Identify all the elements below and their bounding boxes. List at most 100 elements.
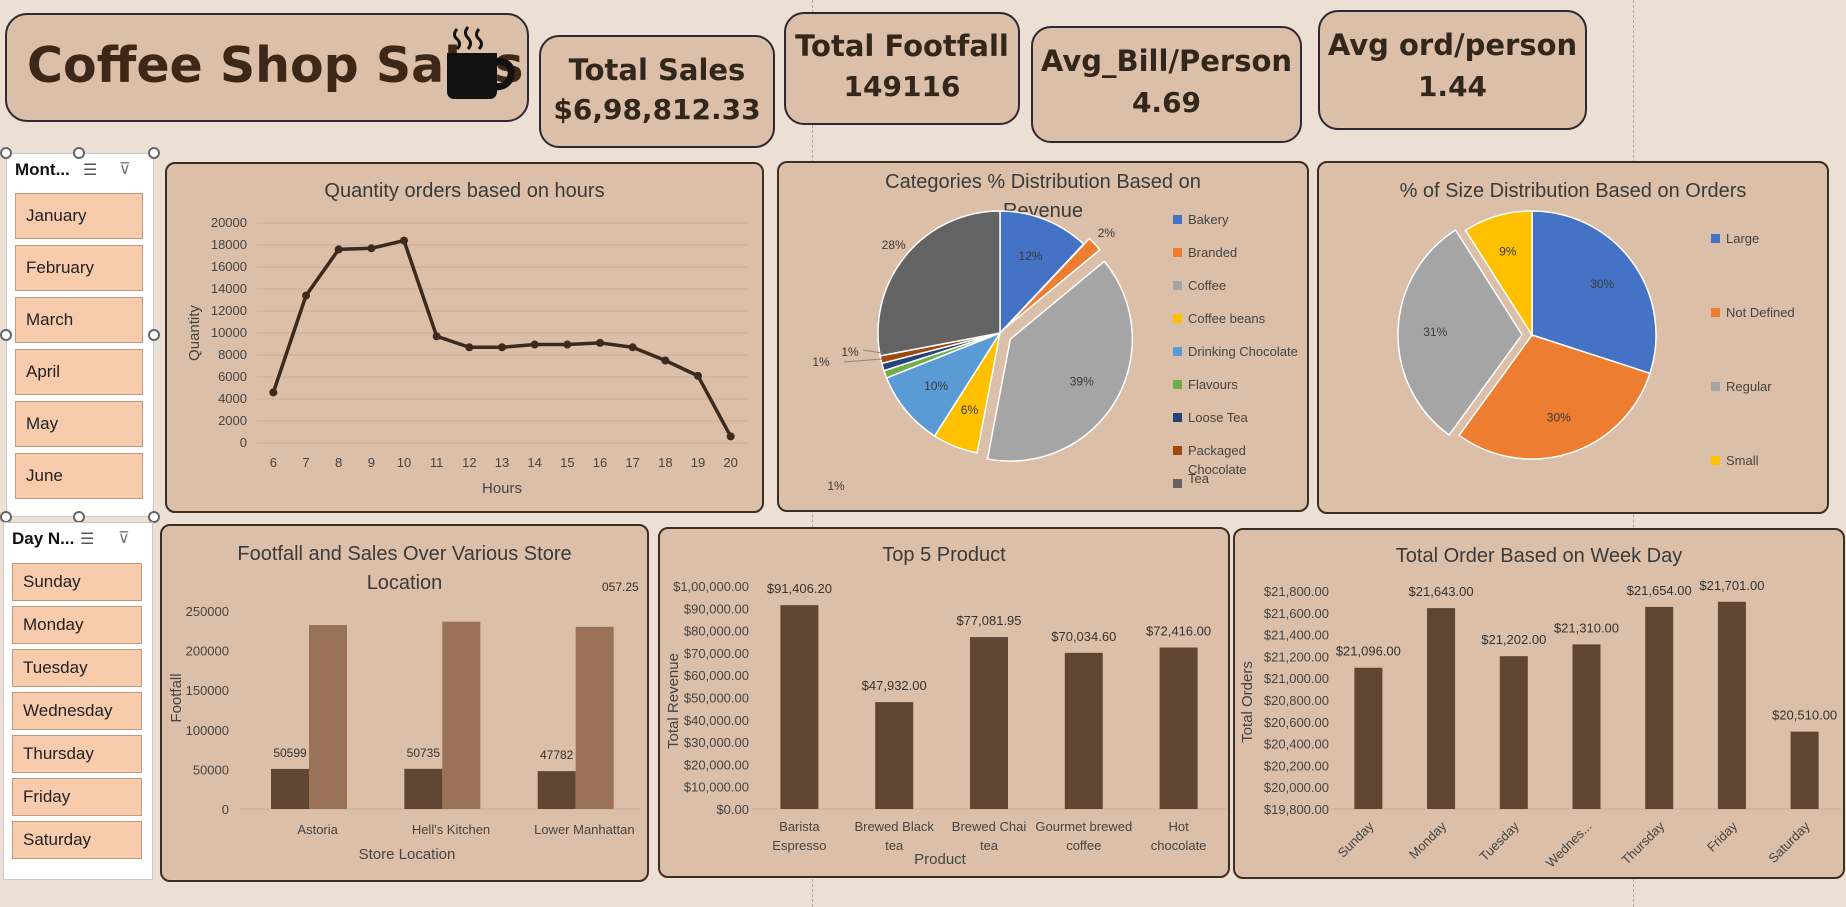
pie-slice — [885, 331, 1002, 438]
series-line — [271, 238, 733, 438]
bar — [875, 702, 914, 809]
data-point — [563, 340, 572, 349]
slicer-item-may[interactable]: May — [15, 401, 143, 447]
slicer-item-march[interactable]: March — [15, 297, 143, 343]
chart-title: % of Size Distribution Based on Orders — [1399, 180, 1747, 202]
header-card: Coffee Shop Sales — [5, 13, 529, 122]
pie-slice — [1005, 237, 1101, 329]
legend-label: Flavours — [1188, 377, 1238, 392]
coffee-cup-icon — [447, 26, 515, 99]
y-tick-label: 12000 — [211, 303, 247, 318]
day-slicer[interactable]: Day N... ☰ ⊽ Sunday Monday Tuesday Wednesda… — [3, 522, 153, 880]
resize-handle[interactable] — [148, 511, 160, 523]
multi-select-icon[interactable]: ☰ — [80, 531, 95, 548]
resize-handle[interactable] — [148, 147, 160, 159]
legend-swatch — [1173, 347, 1182, 356]
y-tick-label: $20,000.00 — [684, 757, 749, 772]
slice-label: 9% — [1499, 245, 1517, 259]
legend-swatch — [1173, 380, 1182, 389]
y-tick-label: $20,200.00 — [1264, 758, 1329, 773]
x-tick-label: 14 — [527, 455, 541, 470]
legend-swatch — [1173, 446, 1182, 455]
kpi-value: 149116 — [843, 70, 961, 103]
slicer-item-tuesday[interactable]: Tuesday — [12, 649, 142, 687]
page-title: Coffee Shop Sales — [27, 37, 524, 94]
x-tick-label: tea — [980, 838, 999, 853]
bar — [442, 621, 481, 809]
legend-label: Regular — [1726, 379, 1772, 394]
slicer-item-sunday[interactable]: Sunday — [12, 563, 142, 601]
slicer-item-april[interactable]: April — [15, 349, 143, 395]
y-tick-label: $21,400.00 — [1264, 628, 1329, 643]
bar — [780, 605, 819, 809]
bar-label: 47782 — [540, 748, 574, 762]
data-point — [596, 338, 604, 347]
kpi-value: 1.44 — [1417, 70, 1488, 103]
slice-label: 28% — [882, 238, 906, 252]
clear-filter-icon[interactable]: ⊽ — [118, 530, 130, 547]
y-axis-label: Footfall — [168, 673, 185, 722]
slicer-item-thursday[interactable]: Thursday — [12, 735, 142, 773]
month-slicer[interactable]: Mont... ☰ ⊽ January February March April May… — [6, 153, 154, 517]
legend-label: Loose Tea — [1188, 410, 1249, 425]
y-tick-label: $21,200.00 — [1264, 649, 1329, 664]
x-tick-label: Brewed Black — [854, 819, 934, 834]
x-tick-label: chocolate — [1151, 838, 1207, 853]
x-tick-label: Saturday — [1765, 818, 1813, 866]
x-tick-label: Barista — [779, 819, 820, 834]
legend-label: Not Defined — [1726, 305, 1795, 320]
data-point — [694, 371, 702, 380]
chart-title: Quantity orders based on hours — [324, 180, 605, 202]
leader-line — [862, 349, 883, 354]
slicer-item-saturday[interactable]: Saturday — [12, 821, 142, 859]
legend-label: Large — [1726, 231, 1759, 246]
y-tick-label: $30,000.00 — [684, 735, 749, 750]
y-tick-label: $0.00 — [716, 802, 749, 817]
slice-label: 30% — [1590, 277, 1614, 291]
bar-label: 057.25 — [602, 580, 639, 594]
top5-bar-chart: $0.00 $10,000.00 $20,000.00 $30,000.00 $40,0… — [665, 579, 1226, 868]
slicer-item-february[interactable]: February — [15, 245, 143, 291]
bar — [309, 625, 347, 809]
legend-swatch — [1173, 215, 1182, 224]
resize-handle[interactable] — [148, 329, 160, 341]
slicer-item-friday[interactable]: Friday — [12, 778, 142, 816]
slice-label: 1% — [841, 345, 859, 359]
resize-handle[interactable] — [0, 147, 12, 159]
slicer-item-wednesday[interactable]: Wednesday — [12, 692, 142, 730]
pie-slice — [1458, 334, 1651, 460]
bar — [1064, 652, 1103, 809]
resize-handle[interactable] — [73, 147, 85, 159]
legend-label: Tea — [1188, 471, 1210, 486]
x-tick-label: Tuesday — [1476, 818, 1522, 864]
multi-select-icon[interactable]: ☰ — [83, 162, 98, 179]
kpi-label: Total Sales — [568, 53, 746, 87]
bar-label: $21,310.00 — [1554, 620, 1619, 635]
kpi-total-footfall: Total Footfall 149116 — [784, 12, 1020, 125]
bar-label: 50599 — [273, 746, 307, 760]
clear-filter-icon[interactable]: ⊽ — [119, 161, 131, 178]
y-tick-label: $21,800.00 — [1264, 584, 1329, 599]
bar — [970, 637, 1008, 809]
y-tick-label: 2000 — [218, 413, 247, 428]
bar — [404, 768, 443, 809]
legend-swatch — [1173, 314, 1182, 323]
legend-swatch — [1173, 479, 1182, 488]
bar — [537, 771, 576, 809]
resize-handle[interactable] — [0, 329, 12, 341]
legend-swatch — [1173, 281, 1182, 290]
slicer-item-january[interactable]: January — [15, 193, 143, 239]
legend-label: Packaged — [1188, 443, 1246, 458]
data-point — [334, 245, 343, 254]
slicer-item-monday[interactable]: Monday — [12, 606, 142, 644]
slicer-item-june[interactable]: June — [15, 453, 143, 499]
slice-label: 6% — [961, 403, 979, 417]
y-tick-label: $20,800.00 — [1264, 693, 1329, 708]
x-tick-label: Thursday — [1618, 818, 1667, 867]
slice-label: 1% — [812, 355, 830, 369]
pie-slice — [1464, 210, 1533, 338]
y-tick-label: $70,000.00 — [684, 646, 749, 661]
y-tick-label: $50,000.00 — [684, 691, 749, 706]
legend-label: Coffee — [1188, 278, 1226, 293]
x-tick-label: 8 — [335, 455, 342, 470]
